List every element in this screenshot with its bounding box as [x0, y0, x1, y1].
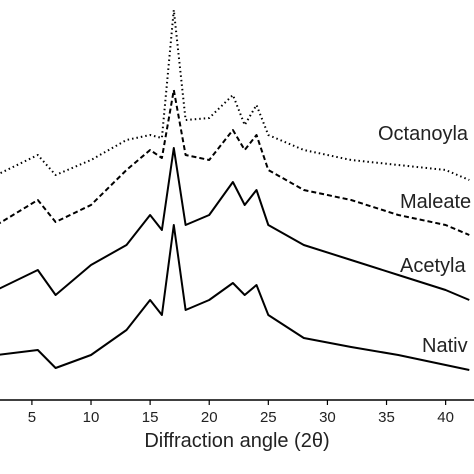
x-tick-label: 10 [83, 409, 100, 426]
series-label: Acetyla [400, 255, 466, 277]
series-line [0, 224, 470, 371]
x-tick-label: 5 [28, 409, 36, 426]
series-label: Octanoyla [378, 123, 469, 145]
series-label: Nativ [422, 335, 468, 357]
series-label: Maleate [400, 191, 471, 213]
x-tick-label: 40 [437, 409, 454, 426]
x-tick-label: 15 [142, 409, 159, 426]
x-tick-label: 20 [201, 409, 218, 426]
x-tick-label: 30 [319, 409, 336, 426]
x-tick-label: 25 [260, 409, 277, 426]
series-line [0, 89, 470, 236]
series-line [0, 147, 470, 301]
x-tick-label: 35 [378, 409, 395, 426]
x-axis-label: Diffraction angle (2θ) [144, 430, 329, 452]
series-line [0, 9, 470, 181]
